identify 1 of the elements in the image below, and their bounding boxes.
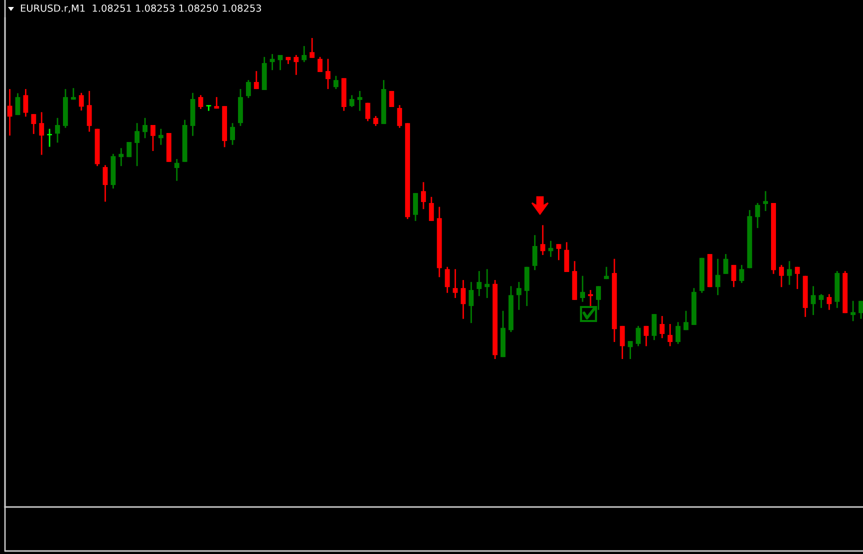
chart-title: EURUSD.r,M1 1.08251 1.08253 1.08250 1.08253 [20,4,262,13]
